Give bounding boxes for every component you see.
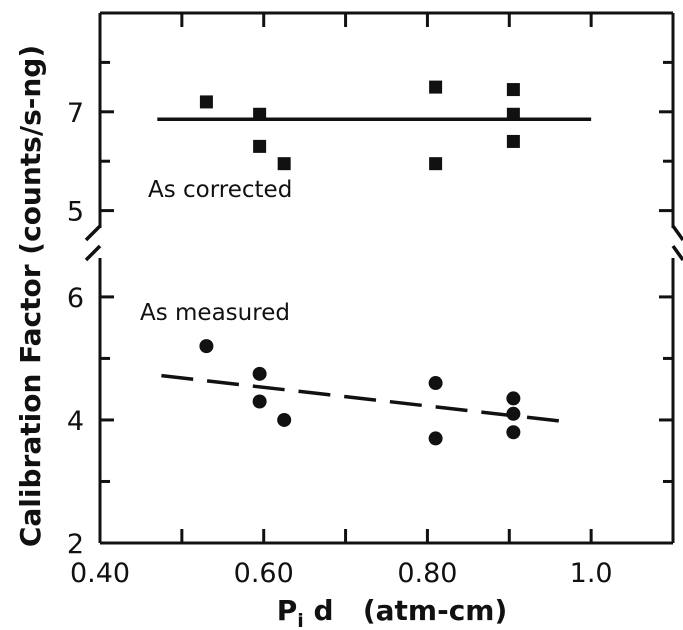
data-point-square <box>506 107 520 121</box>
x-tick-label: 0.60 <box>234 558 294 589</box>
x-tick-label: 0.80 <box>397 558 457 589</box>
x-axis-label-rest: d (atm-cm) <box>304 594 507 627</box>
data-point-circle <box>506 425 521 440</box>
y-tick-label: 5 <box>67 197 84 228</box>
x-axis-label-sub: i <box>297 610 304 630</box>
data-point-circle <box>252 366 267 381</box>
data-point-square <box>277 157 291 171</box>
upper-panel: 5 7 As corrected <box>67 60 673 228</box>
data-point-square <box>253 107 267 121</box>
x-axis-label: Pi d (atm-cm) <box>277 594 508 630</box>
data-point-circle <box>506 391 521 406</box>
lower-annotation: As measured <box>140 300 290 326</box>
axis-break-left <box>84 224 102 262</box>
lower-fit-line <box>161 373 567 424</box>
y-tick-label: 2 <box>67 529 84 560</box>
data-point-circle <box>199 339 214 354</box>
x-tick-label: 1.0 <box>570 558 613 589</box>
data-point-square <box>506 134 520 148</box>
y-axis-label: Calibration Factor (counts/s-ng) <box>14 45 47 547</box>
data-point-square <box>506 83 520 97</box>
data-point-square <box>199 95 213 109</box>
data-point-circle <box>428 431 443 446</box>
data-point-circle <box>252 394 267 409</box>
plot-frame <box>98 11 675 545</box>
lower-panel: 2 4 6 As measured <box>67 283 673 560</box>
data-point-square <box>253 139 267 153</box>
upper-annotation: As corrected <box>148 177 292 203</box>
x-axis-ticks: 0.40 0.60 0.80 1.0 <box>70 13 613 589</box>
data-point-circle <box>428 376 443 391</box>
data-point-circle <box>277 412 292 427</box>
y-tick-label: 4 <box>67 406 84 437</box>
data-point-square <box>429 157 443 171</box>
x-tick-label: 0.40 <box>70 558 130 589</box>
x-axis-label-main: P <box>277 594 298 627</box>
y-tick-label: 6 <box>67 283 84 314</box>
y-tick-label: 7 <box>67 98 84 129</box>
data-point-square <box>429 80 443 94</box>
axis-break-right <box>671 224 683 262</box>
data-point-circle <box>506 406 521 421</box>
